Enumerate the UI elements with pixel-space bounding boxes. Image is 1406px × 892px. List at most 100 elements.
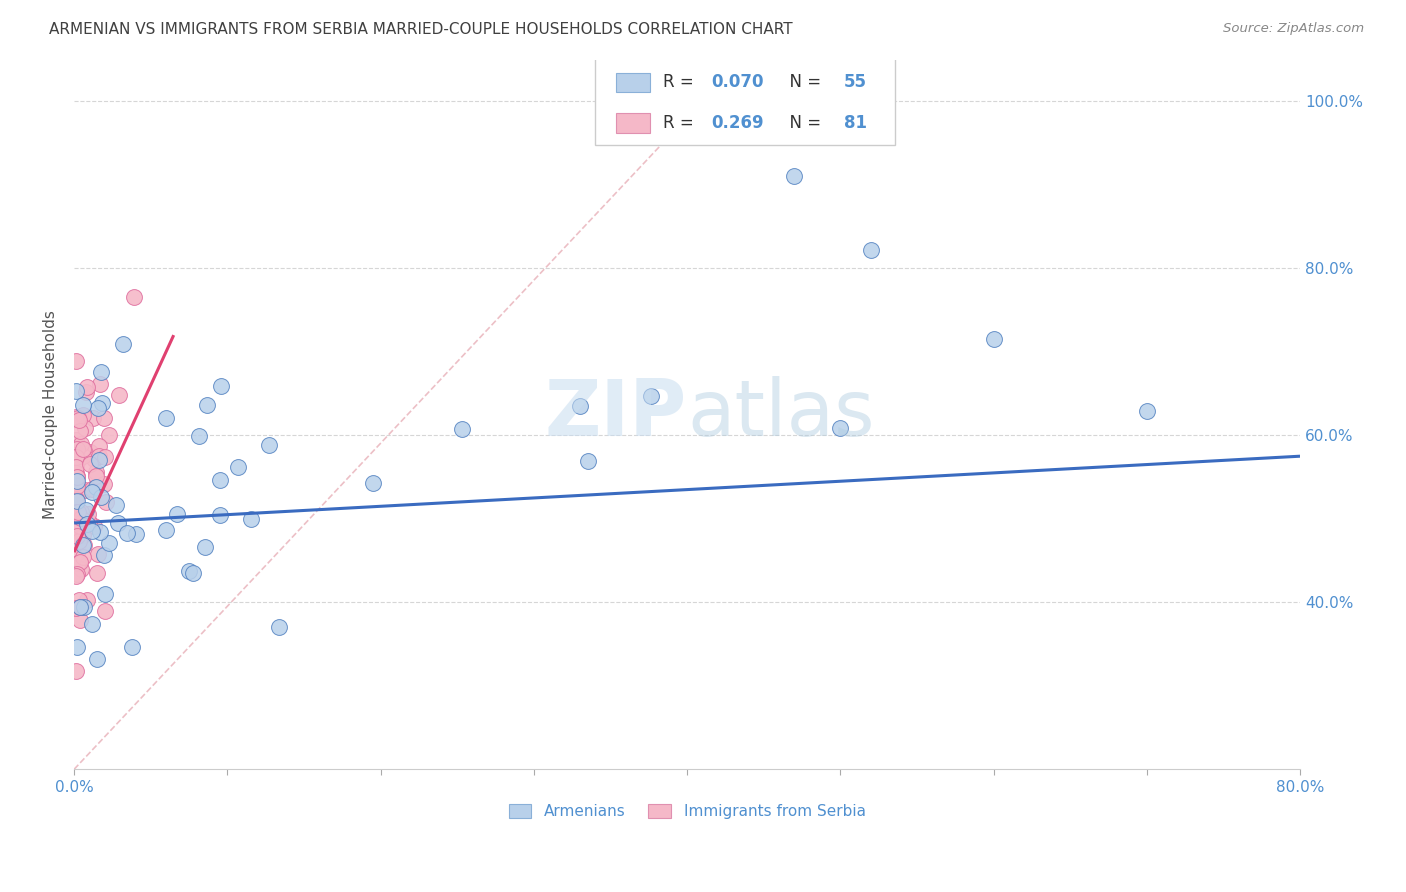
Point (783, 169, 806, 184)
Point (66, 556, 89, 570)
Point (65, 516, 87, 530)
Point (72, 408, 94, 422)
Point (69, 505, 91, 519)
Y-axis label: Married-couple Households: Married-couple Households (44, 310, 58, 519)
Point (93, 410, 115, 425)
Point (66, 442, 89, 456)
Point (65, 505, 87, 519)
Point (125, 527, 148, 541)
Text: Source: ZipAtlas.com: Source: ZipAtlas.com (1223, 22, 1364, 36)
Point (65, 569, 87, 583)
Point (89, 376, 111, 391)
Point (70, 561, 93, 575)
Point (94, 604, 117, 618)
Text: 81: 81 (844, 114, 868, 132)
Point (83, 452, 105, 467)
Point (65, 521, 87, 535)
Point (67, 534, 90, 549)
Point (70, 437, 93, 451)
Point (66, 537, 89, 551)
Point (76, 593, 98, 607)
Point (177, 565, 200, 579)
Text: ARMENIAN VS IMMIGRANTS FROM SERBIA MARRIED-COUPLE HOUSEHOLDS CORRELATION CHART: ARMENIAN VS IMMIGRANTS FROM SERBIA MARRI… (49, 22, 793, 37)
Point (90, 490, 112, 504)
Point (65, 476, 87, 491)
Point (79, 445, 101, 459)
Point (83, 519, 105, 533)
Point (82, 482, 104, 496)
Point (1136, 404, 1159, 418)
Point (65, 445, 87, 459)
Point (93, 548, 115, 562)
Point (72, 450, 94, 464)
Point (209, 474, 232, 488)
Point (257, 438, 280, 452)
Point (66, 529, 89, 543)
Point (82, 617, 104, 632)
Point (90, 365, 112, 379)
Point (82, 410, 104, 425)
Point (65, 479, 87, 493)
Point (66, 474, 89, 488)
Point (76, 518, 98, 533)
Text: R =: R = (662, 114, 699, 132)
Point (86, 566, 108, 580)
Text: 0.070: 0.070 (711, 73, 763, 92)
Text: N =: N = (779, 114, 827, 132)
Point (77, 515, 100, 529)
Point (89, 449, 111, 463)
Point (65, 459, 87, 474)
Point (76, 517, 98, 532)
Point (830, 420, 852, 434)
Point (83, 481, 105, 495)
Point (93, 587, 115, 601)
FancyBboxPatch shape (595, 56, 896, 145)
Point (69, 424, 91, 438)
Point (66, 640, 89, 654)
Point (87, 453, 110, 467)
FancyBboxPatch shape (616, 72, 651, 93)
FancyBboxPatch shape (616, 113, 651, 133)
Point (72, 398, 94, 412)
Point (84, 469, 107, 483)
Point (69, 599, 91, 614)
Point (86, 652, 108, 666)
Point (983, 332, 1005, 346)
Point (451, 422, 474, 436)
Point (65, 384, 87, 398)
Point (67, 593, 90, 607)
Point (240, 512, 263, 526)
Point (67, 453, 90, 467)
Point (65, 450, 87, 464)
Point (65, 664, 87, 678)
Point (87, 401, 110, 415)
Point (93, 477, 115, 491)
Point (69, 613, 91, 627)
Point (155, 523, 177, 537)
Point (80, 524, 103, 538)
Point (65, 450, 87, 464)
Point (69, 518, 91, 533)
Point (65, 410, 87, 425)
Point (568, 399, 591, 413)
Text: ZIP: ZIP (544, 376, 688, 452)
Point (122, 290, 145, 304)
Point (65, 491, 87, 506)
Text: 0.269: 0.269 (711, 114, 765, 132)
Point (107, 516, 129, 531)
Point (576, 453, 599, 467)
Point (269, 620, 291, 634)
Point (228, 460, 250, 475)
Point (108, 388, 131, 402)
Point (105, 499, 128, 513)
Point (79, 457, 101, 471)
Point (155, 410, 177, 425)
Point (76, 508, 98, 522)
Point (91, 396, 114, 410)
Point (65, 467, 87, 481)
Point (209, 508, 232, 523)
Point (66, 546, 89, 560)
Point (66, 493, 89, 508)
Point (65, 600, 87, 615)
Point (75, 502, 97, 516)
